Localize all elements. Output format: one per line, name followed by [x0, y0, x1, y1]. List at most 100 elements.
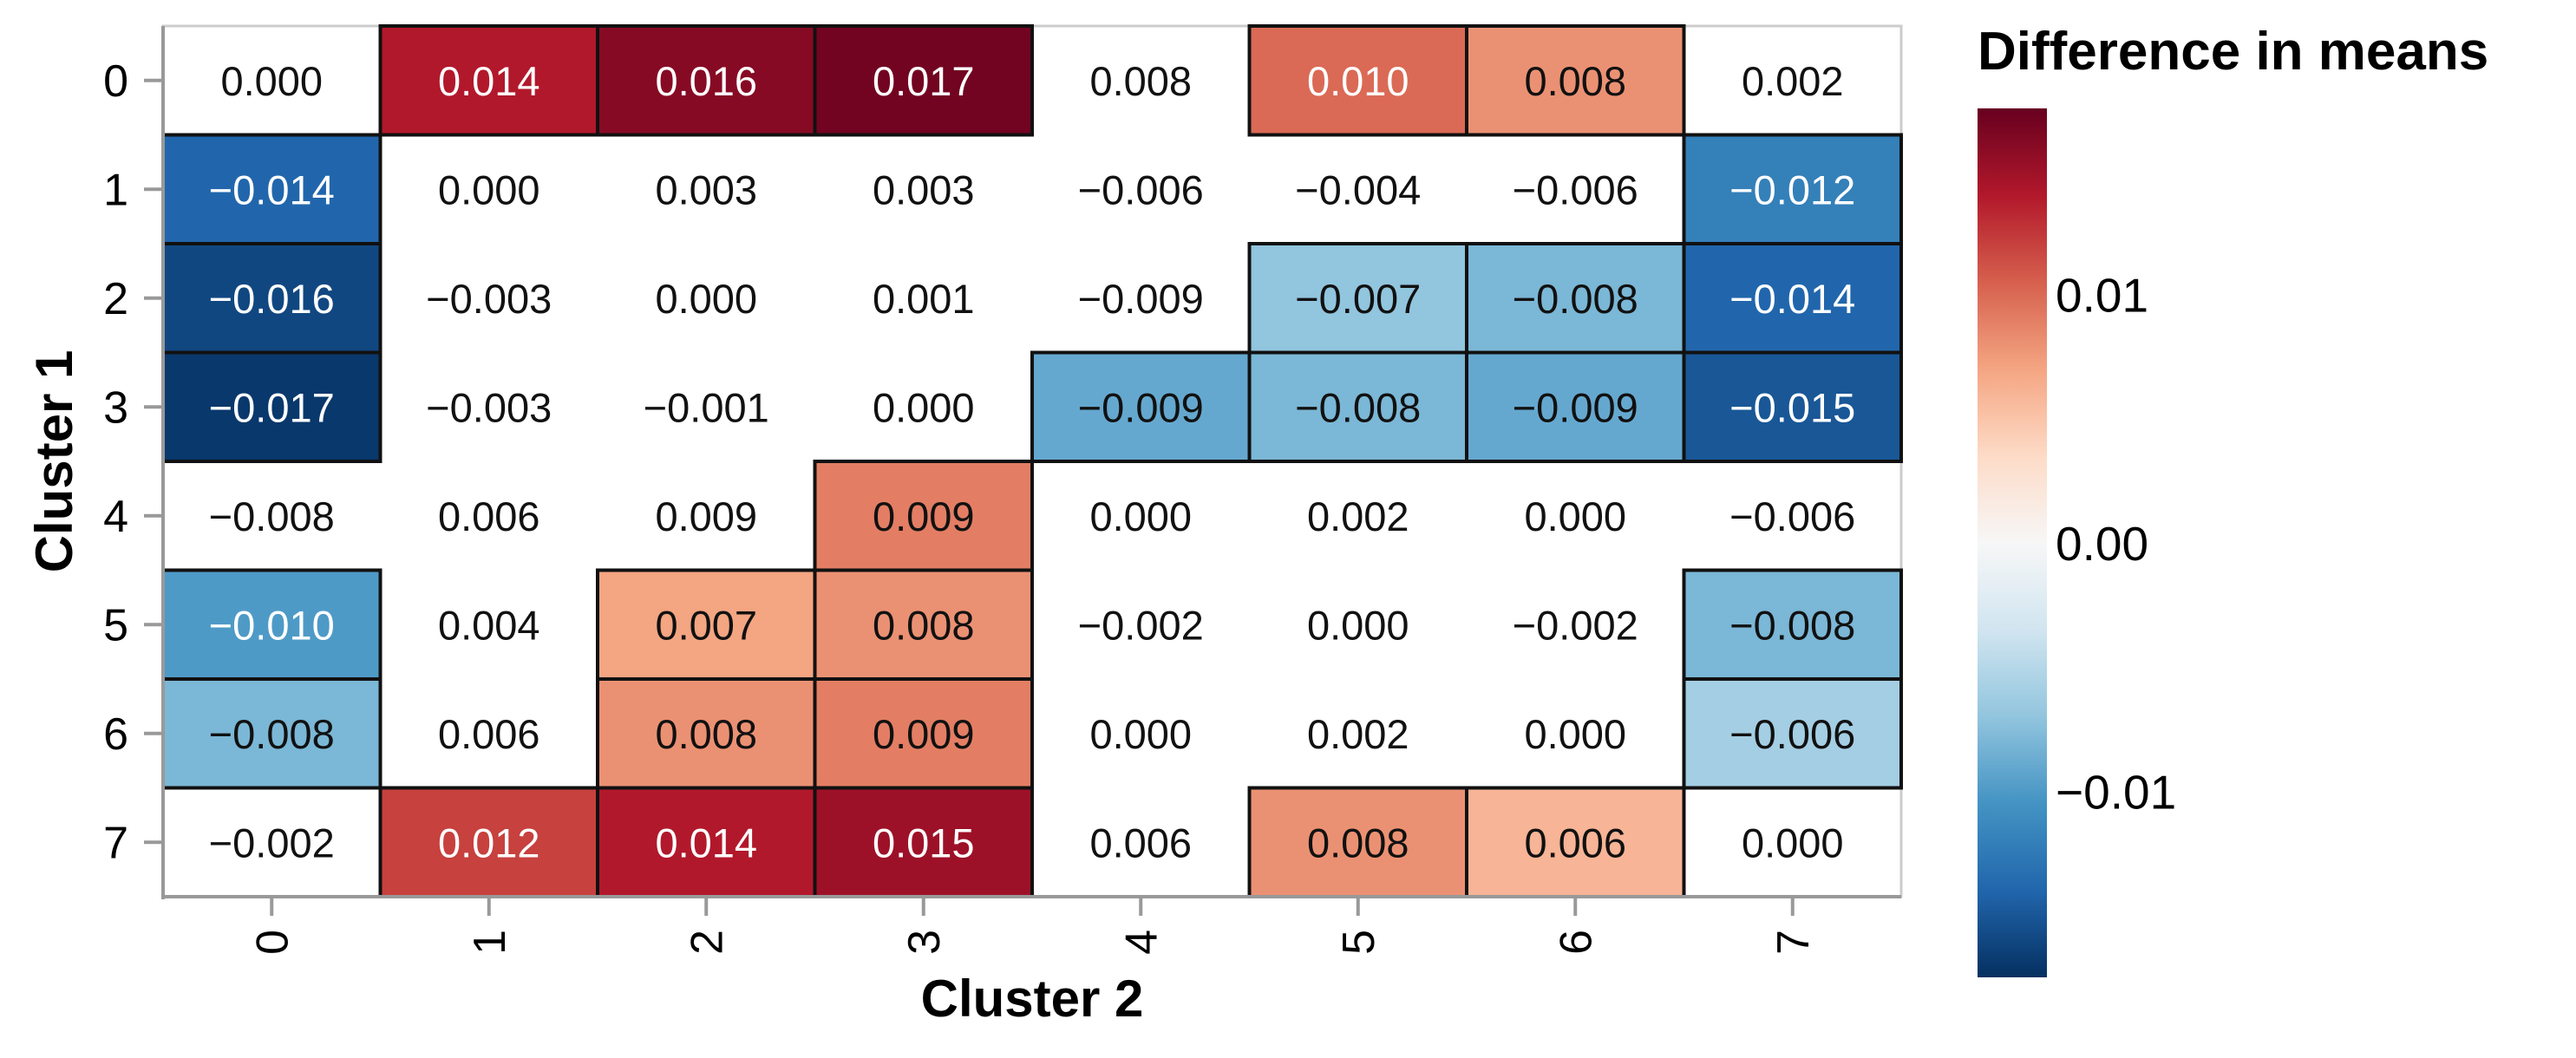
- cell-value-label-r7-c3: 0.015: [873, 820, 975, 865]
- cell-value-label-r0-c3: 0.017: [873, 58, 975, 104]
- cell-value-label-r7-c1: 0.012: [438, 820, 540, 865]
- x-tick-label-5: 5: [1334, 930, 1384, 955]
- colorbar-tick-label: 0.00: [2056, 517, 2148, 571]
- cell-value-label-r5-c6: −0.002: [1513, 602, 1638, 648]
- cell-value-label-r7-c7: 0.000: [1742, 820, 1844, 865]
- cell-value-label-r2-c2: 0.000: [655, 276, 757, 322]
- heatmap-cell-r3-c7: [1682, 350, 1903, 463]
- heatmap-cell-r7-c2: [596, 786, 817, 898]
- cell-value-label-r4-c0: −0.008: [209, 493, 335, 539]
- cell-value-label-r3-c2: −0.001: [644, 384, 769, 430]
- cell-value-label-r2-c7: −0.014: [1729, 276, 1855, 322]
- cell-value-label-r4-c5: 0.002: [1307, 493, 1409, 539]
- cell-value-label-r4-c3: 0.009: [873, 493, 975, 539]
- y-tick-label-5: 5: [103, 600, 128, 650]
- cell-value-label-r0-c1: 0.014: [438, 58, 540, 104]
- heatmap-cell-r5-c7: [1682, 568, 1903, 681]
- cell-value-label-r5-c1: 0.004: [438, 602, 540, 648]
- cell-value-label-r6-c0: −0.008: [209, 711, 335, 757]
- y-tick-label-7: 7: [103, 818, 128, 868]
- cell-value-label-r7-c6: 0.006: [1524, 820, 1626, 865]
- heatmap-cell-r7-c3: [813, 786, 1034, 898]
- heatmap-cell-r0-c1: [378, 24, 599, 137]
- cell-value-label-r1-c1: 0.000: [438, 167, 540, 212]
- y-tick-label-6: 6: [103, 709, 128, 760]
- y-tick-label-4: 4: [103, 492, 128, 542]
- y-tick-label-3: 3: [103, 382, 128, 433]
- cell-value-label-r3-c5: −0.008: [1295, 384, 1421, 430]
- cell-value-label-r6-c6: 0.000: [1524, 711, 1626, 757]
- cell-value-label-r5-c2: 0.007: [655, 602, 757, 648]
- cell-value-label-r2-c4: −0.009: [1078, 276, 1204, 322]
- cell-value-label-r5-c7: −0.008: [1729, 602, 1855, 648]
- colorbar-tick-label: 0.01: [2056, 269, 2148, 323]
- cell-value-label-r6-c4: 0.000: [1089, 711, 1192, 757]
- cell-value-label-r6-c5: 0.002: [1307, 711, 1409, 757]
- heatmap-cell-r5-c0: [161, 568, 382, 681]
- heatmap-cell-r7-c6: [1465, 786, 1686, 898]
- cell-value-label-r3-c7: −0.015: [1729, 384, 1855, 430]
- heatmap-cell-r7-c1: [378, 786, 599, 898]
- cell-value-label-r4-c2: 0.009: [655, 493, 757, 539]
- heatmap-cell-r3-c4: [1030, 350, 1252, 463]
- cell-value-label-r1-c4: −0.006: [1078, 167, 1204, 212]
- cell-value-label-r2-c6: −0.008: [1513, 276, 1638, 322]
- heatmap-cell-r0-c6: [1465, 24, 1686, 137]
- cell-value-label-r1-c6: −0.006: [1513, 167, 1638, 212]
- cell-value-label-r0-c7: 0.002: [1742, 58, 1844, 104]
- cell-value-label-r2-c1: −0.003: [426, 276, 552, 322]
- heatmap-cell-r0-c2: [596, 24, 817, 137]
- cell-value-label-r3-c4: −0.009: [1078, 384, 1204, 430]
- cell-value-label-r6-c2: 0.008: [655, 711, 757, 757]
- cell-value-label-r1-c2: 0.003: [655, 167, 757, 212]
- y-tick-label-0: 0: [103, 56, 128, 107]
- colorbar: [1978, 108, 2047, 977]
- heatmap-cell-r6-c7: [1682, 677, 1903, 790]
- cell-value-label-r3-c0: −0.017: [209, 384, 335, 430]
- cell-value-label-r7-c0: −0.002: [209, 820, 335, 865]
- cell-value-label-r5-c5: 0.000: [1307, 602, 1409, 648]
- heatmap-cell-r5-c3: [813, 568, 1034, 681]
- cell-value-label-r1-c5: −0.004: [1295, 167, 1421, 212]
- y-axis-title: Cluster 1: [25, 350, 83, 573]
- x-tick-label-1: 1: [465, 930, 515, 955]
- heatmap-cell-r3-c0: [161, 350, 382, 463]
- cell-value-label-r0-c2: 0.016: [655, 58, 757, 104]
- cell-value-label-r3-c3: 0.000: [873, 384, 975, 430]
- cell-value-label-r1-c0: −0.014: [209, 167, 335, 212]
- cell-value-label-r5-c4: −0.002: [1078, 602, 1204, 648]
- cell-value-label-r1-c3: 0.003: [873, 167, 975, 212]
- cell-value-label-r3-c1: −0.003: [426, 384, 552, 430]
- y-tick-label-2: 2: [103, 274, 128, 324]
- heatmap-cell-r4-c3: [813, 460, 1034, 572]
- cell-value-label-r0-c5: 0.010: [1307, 58, 1409, 104]
- heatmap-cell-r0-c5: [1247, 24, 1468, 137]
- colorbar-tick-label: −0.01: [2056, 765, 2176, 819]
- heatmap-cell-r6-c0: [161, 677, 382, 790]
- cell-value-label-r7-c4: 0.006: [1089, 820, 1192, 865]
- heatmap-cell-r3-c6: [1465, 350, 1686, 463]
- heatmap-cell-r1-c7: [1682, 133, 1903, 245]
- x-tick-label-3: 3: [899, 930, 950, 955]
- cell-value-label-r0-c4: 0.008: [1089, 58, 1192, 104]
- cell-value-label-r6-c7: −0.006: [1729, 711, 1855, 757]
- x-tick-label-6: 6: [1551, 930, 1601, 955]
- colorbar-title: Difference in means: [1978, 22, 2488, 82]
- heatmap-cell-r0-c3: [813, 24, 1034, 137]
- heatmap-cell-r2-c5: [1247, 242, 1468, 355]
- x-tick-label-0: 0: [247, 930, 297, 955]
- cell-value-label-r3-c6: −0.009: [1513, 384, 1638, 430]
- cell-value-label-r2-c0: −0.016: [209, 276, 335, 322]
- cell-value-label-r4-c6: 0.000: [1524, 493, 1626, 539]
- cell-value-label-r0-c0: 0.000: [220, 58, 323, 104]
- x-tick-label-2: 2: [682, 930, 732, 955]
- cell-value-label-r5-c3: 0.008: [873, 602, 975, 648]
- heatmap-cell-r5-c2: [596, 568, 817, 681]
- y-tick-label-1: 1: [103, 165, 128, 215]
- cell-value-label-r2-c3: 0.001: [873, 276, 975, 322]
- heatmap-cell-r2-c7: [1682, 242, 1903, 355]
- x-tick-label-7: 7: [1769, 930, 1819, 955]
- cell-value-label-r1-c7: −0.012: [1729, 167, 1855, 212]
- cell-value-label-r5-c0: −0.010: [209, 602, 335, 648]
